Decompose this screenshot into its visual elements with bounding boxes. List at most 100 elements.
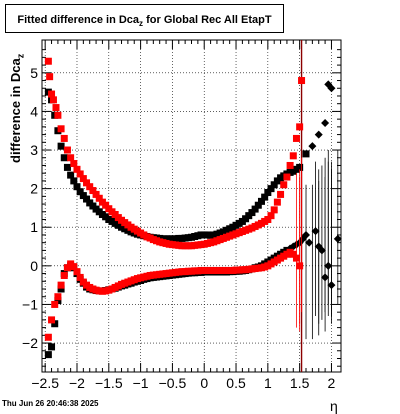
x-tick-label: −1.5 [95, 375, 123, 391]
y-tick-label: 3 [30, 142, 38, 158]
data-point-marker [57, 142, 65, 150]
data-point-marker [264, 188, 272, 196]
data-point-marker [67, 171, 75, 179]
data-point-marker [73, 268, 81, 276]
data-point-marker [283, 173, 291, 181]
data-point-marker [270, 181, 278, 189]
data-point-marker [76, 273, 84, 281]
data-point-marker [63, 264, 71, 272]
data-point-diamond [321, 119, 330, 127]
data-point-marker [60, 154, 68, 162]
ylabel-sub: z [15, 53, 26, 59]
data-point-marker [54, 111, 62, 119]
x-tick-label: 0 [200, 375, 208, 391]
data-point-diamond [317, 246, 326, 255]
title-tail: for Global Rec All EtapT [146, 14, 272, 26]
data-point-marker [67, 154, 75, 162]
data-point-marker [54, 297, 62, 305]
data-point-marker [296, 262, 304, 270]
data-point-marker [44, 57, 52, 65]
data-point-diamond [302, 230, 311, 239]
data-point-marker [76, 188, 84, 196]
data-point-marker [60, 271, 68, 279]
data-point-marker [76, 170, 84, 178]
data-point-marker [57, 125, 65, 133]
data-point-marker [289, 250, 297, 258]
data-point-diamond [308, 142, 317, 151]
data-point-marker [70, 263, 78, 271]
data-point-marker [280, 181, 288, 189]
data-point-marker [254, 201, 262, 209]
timestamp-footer: Thu Jun 26 20:46:38 2025 [2, 399, 99, 408]
data-point-marker [73, 165, 81, 173]
data-point-marker [51, 320, 59, 328]
data-point-diamond [333, 234, 342, 243]
data-point-marker [261, 193, 269, 201]
y-tick-label: 1 [30, 219, 38, 235]
chart-title: Fitted difference in Dcaz for Global Rec… [6, 14, 283, 28]
data-point-marker [83, 195, 91, 203]
y-tick-label: 2 [30, 181, 38, 197]
x-tick-label: −2.5 [31, 375, 59, 391]
data-point-marker [296, 123, 304, 131]
data-point-marker [63, 146, 71, 154]
data-point-marker [251, 205, 259, 213]
data-point-marker [48, 316, 56, 324]
data-point-marker [92, 190, 100, 198]
y-tick-label: 5 [30, 65, 38, 81]
data-point-marker [57, 285, 65, 293]
data-point-marker [79, 175, 87, 183]
ylabel-main: difference in Dca [8, 58, 23, 163]
data-point-marker [296, 163, 304, 171]
data-point-marker [264, 216, 272, 224]
data-point-diamond [327, 84, 336, 93]
data-point-marker [89, 187, 97, 195]
x-tick-label: 0.5 [226, 375, 246, 391]
data-point-marker [302, 150, 310, 158]
data-point-marker [257, 197, 265, 205]
y-tick-label: −2 [22, 335, 38, 351]
x-tick-label: −2 [69, 375, 85, 391]
data-point-marker [44, 351, 52, 359]
x-axis-label: η [330, 398, 338, 414]
data-point-marker [292, 254, 300, 262]
x-tick-label: 1.5 [290, 375, 310, 391]
data-point-marker [63, 163, 71, 171]
chart-title-box: Fitted difference in Dcaz for Global Rec… [5, 4, 284, 33]
data-point-marker [86, 183, 94, 191]
x-tick-label: 2 [328, 375, 336, 391]
title-sub: z [139, 19, 144, 29]
data-point-marker [292, 134, 300, 142]
data-point-marker [46, 73, 54, 81]
data-point-marker [267, 212, 275, 220]
data-point-marker [70, 177, 78, 185]
y-tick-label: 0 [30, 258, 38, 274]
data-point-diamond [305, 238, 314, 247]
data-point-marker [95, 194, 103, 202]
data-point-diamond [327, 281, 336, 290]
data-point-marker [48, 90, 56, 98]
data-point-marker [70, 160, 78, 168]
data-point-marker [277, 190, 285, 198]
data-point-diamond [311, 227, 320, 236]
data-point-marker [51, 300, 59, 308]
data-point-marker [57, 281, 65, 289]
y-tick-label: 4 [30, 103, 38, 119]
x-tick-label: −0.5 [159, 375, 187, 391]
data-point-marker [54, 293, 62, 301]
y-tick-label: −1 [22, 296, 38, 312]
data-point-marker [44, 333, 52, 341]
data-point-marker [48, 343, 56, 351]
data-point-marker [289, 152, 297, 160]
data-point-marker [60, 134, 68, 142]
y-axis-label: difference in Dcaz [8, 54, 26, 163]
data-point-diamond [314, 130, 323, 139]
data-point-marker [298, 77, 306, 85]
data-point-marker [73, 183, 81, 191]
x-tick-label: 1 [264, 375, 272, 391]
data-point-diamond [321, 273, 330, 282]
x-tick-label: −1 [133, 375, 149, 391]
data-point-marker [273, 198, 281, 206]
data-point-diamond [324, 261, 333, 270]
